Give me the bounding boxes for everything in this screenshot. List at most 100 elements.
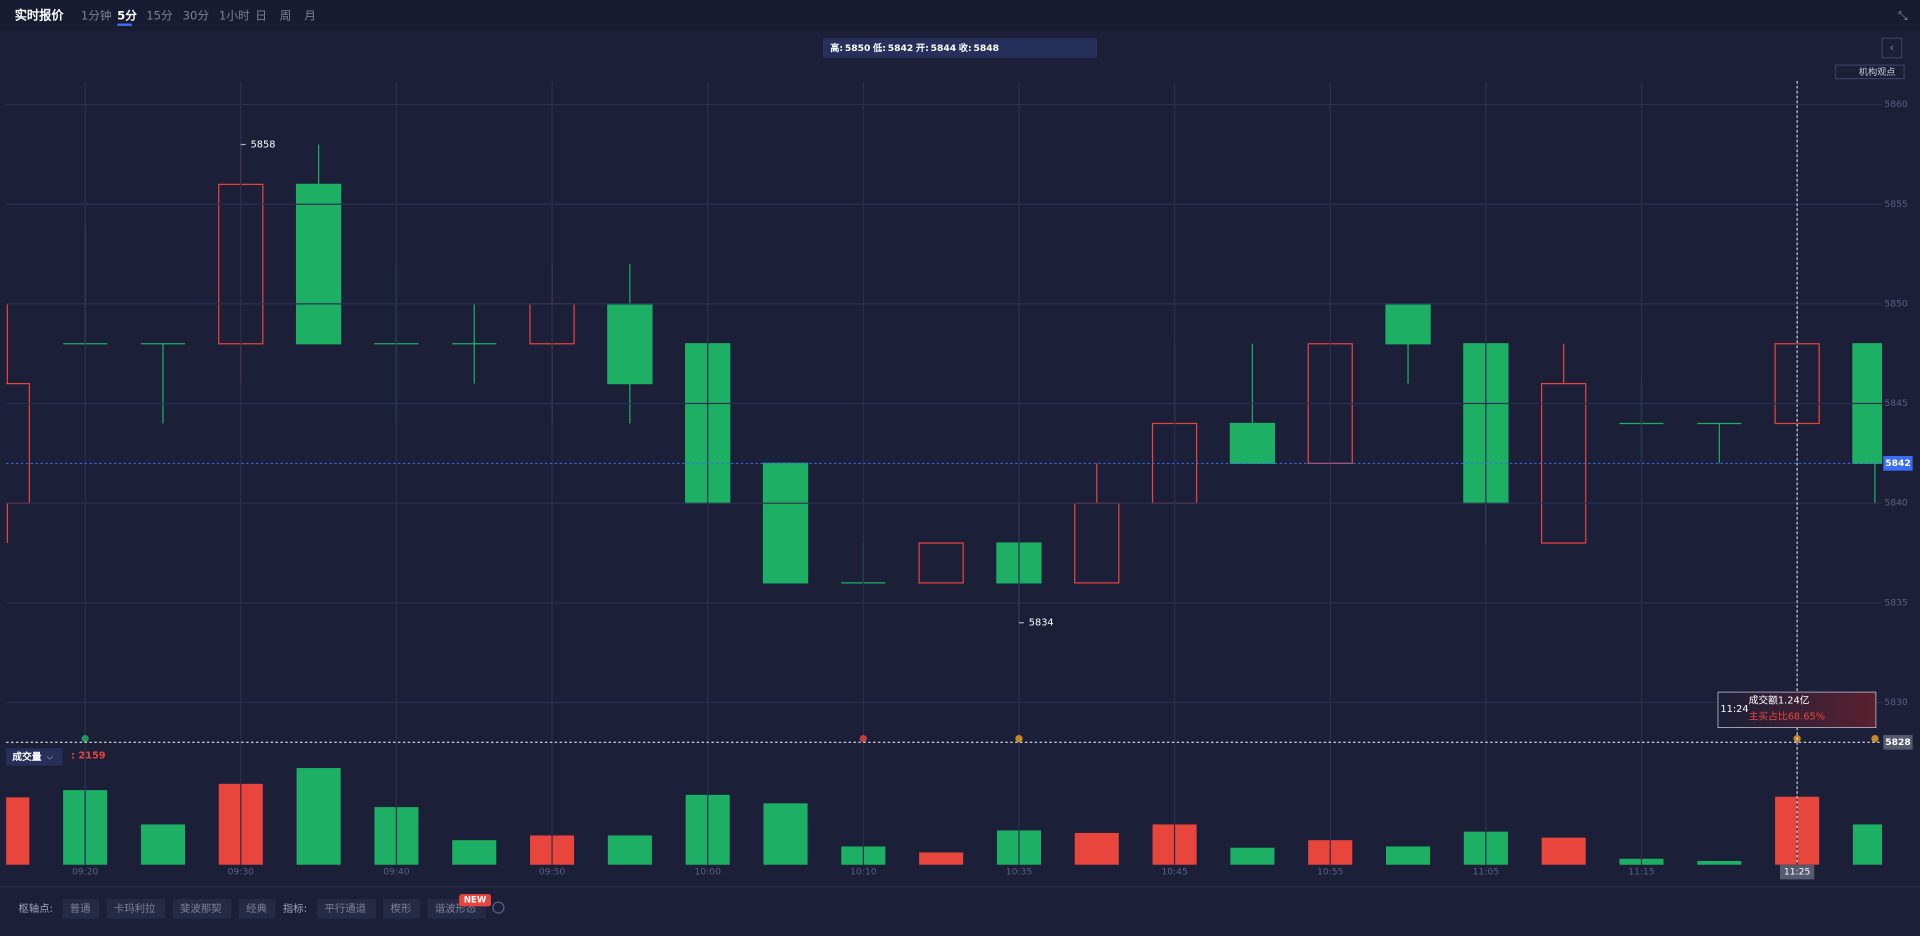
toolbar-label: 枢轴点:: [18, 902, 53, 915]
tab[interactable]: 15分: [146, 9, 173, 23]
event-marker[interactable]: [1015, 734, 1023, 743]
crosshair-time-tag: [1779, 864, 1815, 880]
toolbar-button[interactable]: [238, 899, 276, 919]
tab[interactable]: 5分: [117, 9, 137, 23]
x-tick-label: 10:00: [694, 867, 721, 878]
info-value: 5850: [845, 43, 871, 54]
info-items: 高: 5850 低: 5842 开: 5844 收: 5848: [830, 42, 999, 54]
candle-body: [1229, 422, 1276, 464]
volume-bar: [1074, 832, 1119, 865]
info-value: 5844: [931, 43, 957, 54]
toolbar-button[interactable]: [62, 899, 100, 919]
volume-bar: [919, 852, 964, 865]
x-tick-label: 10:45: [1161, 867, 1188, 878]
volume-bar: [1541, 837, 1586, 865]
info-bar: [822, 38, 1098, 58]
high-marker-label: 5858: [251, 140, 276, 151]
info-value: 5842: [888, 43, 914, 54]
event-marker[interactable]: [859, 734, 867, 743]
new-badge-text: NEW: [464, 896, 487, 906]
info-value: 5848: [973, 43, 999, 54]
tab[interactable]: 1小时: [219, 9, 250, 23]
candle-body: [1074, 502, 1120, 584]
volume-label: 成交量: [12, 750, 42, 763]
toolbar-button-text: 楔形: [391, 903, 412, 915]
tab[interactable]: 日: [255, 9, 267, 23]
tab-underline: [117, 23, 132, 26]
toolbar-button[interactable]: [383, 899, 420, 919]
tooltip-time: 11:24: [1720, 704, 1748, 715]
volume-bar: [1697, 860, 1742, 865]
candle-body: [918, 542, 964, 584]
toolbar-button-text: 普通: [70, 902, 91, 915]
x-tick-label: 09:30: [228, 867, 255, 878]
tab[interactable]: 月: [304, 9, 316, 23]
crosshair-price-text: 5828: [1885, 737, 1911, 748]
y-tick-label: 5855: [1884, 199, 1908, 210]
y-tick-label: 5840: [1884, 498, 1908, 509]
volume-bar: [140, 824, 186, 865]
candle-body: [607, 303, 653, 385]
volume-readout: : 2159: [71, 751, 106, 762]
toolbar-button[interactable]: [317, 899, 376, 919]
info-label: 低:: [872, 42, 886, 54]
x-tick-label: 11:15: [1628, 867, 1655, 878]
new-badge: [459, 894, 492, 907]
toolbar-button[interactable]: [106, 899, 166, 919]
x-tick-label: 10:55: [1317, 867, 1344, 878]
x-tick-label: 11:05: [1473, 867, 1500, 878]
side-toggle-icon: ‹: [1890, 41, 1894, 54]
tab[interactable]: 30分: [183, 9, 210, 23]
tooltip-ratio: 主买占比68.65%: [1749, 710, 1825, 723]
toolbar-button-text: 卡玛利拉: [114, 902, 156, 915]
tab[interactable]: 1分钟: [81, 9, 112, 23]
toolbar-button-text: 平行通道: [324, 902, 366, 915]
volume-bar: [763, 803, 808, 865]
y-tick-label: 5850: [1884, 298, 1908, 309]
volume-bar: [1852, 824, 1883, 865]
y-tick-label: 5830: [1884, 697, 1908, 708]
side-toggle[interactable]: [1881, 37, 1903, 59]
event-marker[interactable]: [1871, 734, 1879, 743]
plot: 5830 5835 5840 5845 5850 5855 5860 09:20 09:30 09…: [6, 81, 1913, 880]
tooltip-amount: 成交额1.24亿: [1749, 694, 1810, 707]
candle-body: [1385, 303, 1431, 345]
toolbar-label: 指标:: [283, 902, 307, 915]
info-label: 高:: [830, 42, 843, 54]
y-tick-label: 5860: [1884, 99, 1908, 110]
volume-selector[interactable]: [6, 748, 63, 766]
header-title: 实时报价: [15, 8, 65, 23]
toolbar-button-text: 斐波那契: [180, 902, 222, 915]
y-tick-label: 5835: [1884, 597, 1908, 608]
toolbar-button[interactable]: [172, 899, 232, 919]
x-tick-label: 10:35: [1006, 867, 1033, 878]
info-label: 收:: [959, 42, 972, 54]
event-marker[interactable]: [81, 734, 89, 743]
last-price-text: 5842: [1885, 458, 1911, 469]
x-tick-label: 09:50: [539, 867, 566, 878]
x-tick-label: 09:40: [383, 867, 410, 878]
volume-bar: [1230, 847, 1275, 865]
collapse-icon[interactable]: ⤡: [1898, 9, 1908, 23]
volume-bar: [1386, 846, 1431, 865]
y-tick-label: 5845: [1884, 398, 1908, 409]
help-icon[interactable]: [492, 901, 505, 914]
info-label: 开:: [916, 43, 929, 54]
candle-body: [295, 183, 342, 345]
low-marker-label: 5834: [1029, 618, 1054, 629]
opinion-button[interactable]: [1834, 64, 1905, 80]
candle-body: [762, 462, 809, 584]
crosshair-time-text: 11:25: [1784, 867, 1811, 878]
volume-bar: [452, 840, 497, 865]
opinion-text: 机构观点: [1859, 66, 1896, 78]
tabs: 1分钟 5分 15分 30分 1小时日周月: [81, 9, 316, 26]
last-price-tag: [1883, 455, 1913, 471]
volume-bar: [6, 797, 30, 865]
crosshair-price-tag: [1883, 734, 1913, 750]
tab[interactable]: 周: [280, 9, 292, 23]
volume-bar: [607, 835, 652, 865]
